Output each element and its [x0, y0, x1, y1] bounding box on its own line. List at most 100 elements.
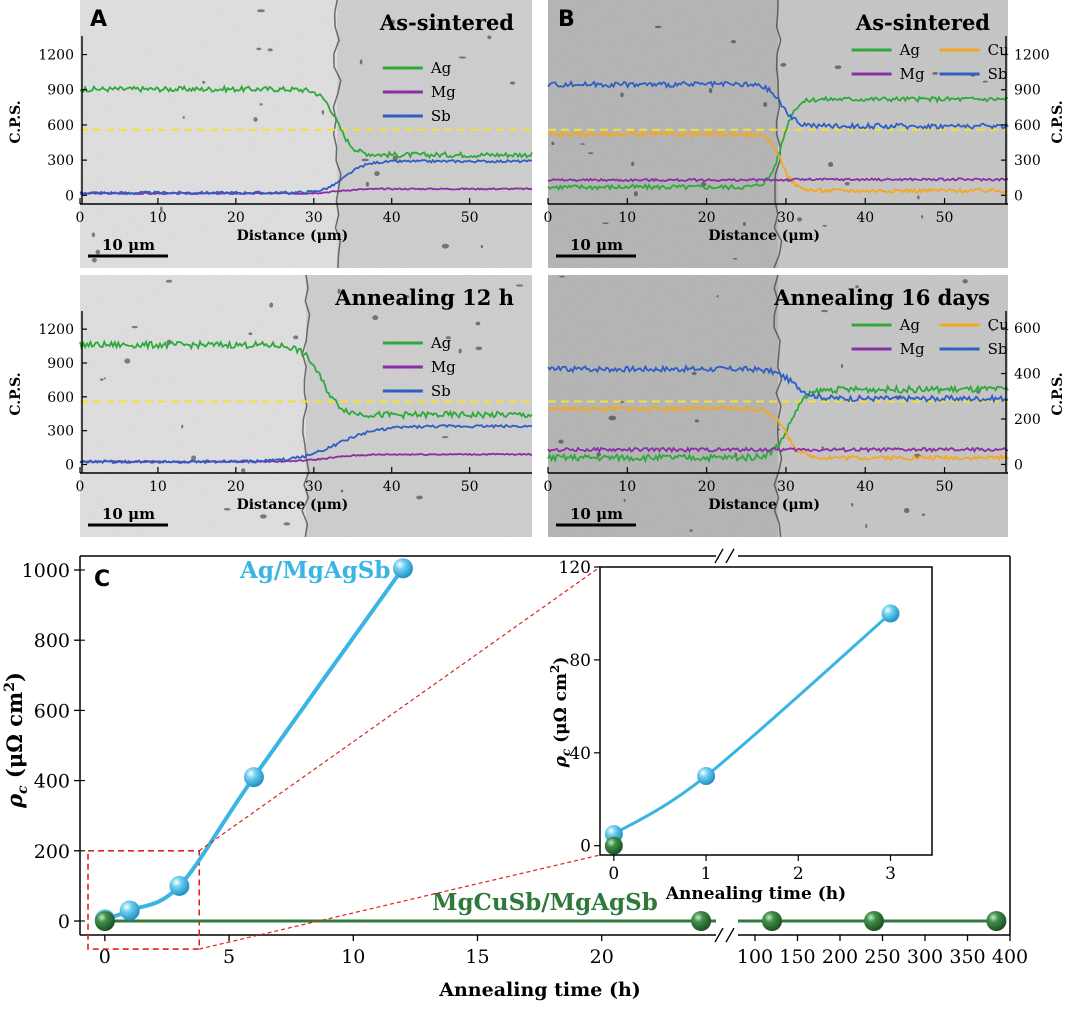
sem-pore [365, 181, 370, 187]
x-tick-label: 10 [149, 210, 167, 226]
x-axis-label: Annealing time (h) [438, 979, 641, 1001]
axis-break-mark [714, 927, 724, 943]
sem-pore [828, 161, 834, 167]
sem-pore [654, 25, 662, 29]
y-tick-label: 0 [1014, 457, 1023, 473]
x-tick-label: 0 [99, 946, 111, 968]
sem-pore [982, 80, 988, 83]
y-axis-label: C.P.S. [1050, 100, 1066, 143]
sem-pore [404, 295, 410, 299]
panel-letter: A [90, 7, 107, 32]
sem-pore [851, 502, 854, 507]
panel-a-as-sintered: 0 300 600 900 1200 C.P.S. 0 10 20 30 40 50 Distance … [8, 0, 533, 269]
legend-label-sb: Sb [988, 65, 1008, 83]
sem-pore [821, 446, 824, 450]
sem-texture [548, 275, 1008, 537]
sem-pore [921, 215, 924, 219]
zoom-region-box [87, 849, 201, 950]
data-point-mgcusb-mgagsb [762, 911, 782, 931]
legend-label-cu: Cu [988, 316, 1009, 334]
y-tick-label: 600 [1014, 321, 1041, 337]
x-tick-label: 10 [618, 479, 636, 495]
sem-pore [633, 191, 638, 197]
legend-label-sb: Sb [988, 340, 1008, 358]
y-label-units: (μΩ cm [2, 692, 27, 786]
sem-interface [773, 274, 783, 538]
y-axis-label: ρc (μΩ cm2) [2, 672, 31, 809]
x-tick-label: 20 [227, 210, 245, 226]
sem-pore [763, 102, 768, 107]
panel-letter: C [94, 567, 110, 592]
sem-pore [458, 56, 467, 59]
series-line-cu [547, 404, 1009, 462]
sem-pore [340, 489, 344, 493]
y-tick-label: 300 [47, 153, 74, 169]
x-tick-label: 50 [461, 210, 479, 226]
sem-pore [181, 424, 184, 429]
sem-pore [256, 47, 262, 51]
y-tick-label: 1000 [22, 560, 70, 582]
y-tick-label: 1200 [38, 48, 74, 64]
sem-pore [95, 249, 101, 255]
x-tick-label: 50 [936, 210, 954, 226]
legend-label-mg: Mg [431, 83, 456, 101]
y-tick-label: 0 [58, 911, 70, 933]
axis-break-mark [725, 927, 735, 943]
sem-pore [441, 436, 449, 439]
sem-pore [159, 206, 163, 212]
x-tick-label: 400 [992, 946, 1028, 968]
inset-y-label-units: (μΩ cm [551, 673, 571, 749]
inset-data-point-mgcusb-mgagsb [604, 836, 623, 855]
series-line-sb [79, 423, 533, 465]
sem-pore [515, 284, 524, 287]
y-label-sup: 2 [2, 682, 18, 692]
panel-title: As-sintered [855, 10, 990, 35]
sem-pore [559, 275, 565, 278]
legend-label-sb: Sb [431, 382, 451, 400]
legend-label-ag: Ag [430, 59, 452, 77]
x-tick-label: 200 [822, 946, 858, 968]
x-axis-label: Distance (μm) [708, 497, 820, 513]
x-tick-label: 20 [227, 479, 245, 495]
y-tick-label: 1200 [1014, 48, 1050, 64]
panel-title: Annealing 12 h [334, 285, 514, 310]
sem-pore [840, 363, 844, 369]
sem-pore [691, 371, 697, 376]
sem-pore [608, 415, 617, 421]
sem-pore [91, 257, 97, 263]
x-tick-label: 150 [779, 946, 815, 968]
y-axis-label: C.P.S. [8, 372, 24, 415]
sem-pore [587, 152, 594, 154]
x-tick-label: 15 [465, 946, 489, 968]
y-tick-label: 800 [34, 630, 70, 652]
series-line-ag [79, 339, 533, 421]
y-tick-label: 600 [47, 118, 74, 134]
inset-x-tick-label: 3 [885, 864, 896, 884]
x-tick-label: 0 [544, 479, 553, 495]
sem-pore [844, 182, 850, 186]
y-tick-label: 600 [47, 390, 74, 406]
x-tick-label: 30 [777, 479, 795, 495]
y-tick-label: 400 [34, 771, 70, 793]
sem-pore [124, 358, 131, 364]
sem-pore [865, 523, 868, 529]
sem-pore [903, 507, 910, 514]
x-tick-label: 30 [305, 479, 323, 495]
sem-pore [416, 495, 423, 500]
sem-pore [580, 143, 586, 145]
data-point-mgcusb-mgagsb [864, 911, 884, 931]
sem-pore [962, 279, 968, 284]
axis-break-mark [714, 548, 724, 564]
scale-bar-label: 10 μm [102, 236, 155, 254]
inset-y-label-sub: c [559, 748, 573, 756]
series-line-cu [547, 130, 1009, 195]
inset-y-label-sup: 2 [548, 665, 562, 673]
sem-pore [558, 439, 564, 444]
x-tick-label: 40 [383, 479, 401, 495]
sem-pore [182, 116, 185, 119]
sem-pore [131, 325, 138, 329]
y-axis-label: C.P.S. [8, 100, 24, 143]
y-tick-label: 600 [34, 700, 70, 722]
legend-label-mg: Mg [900, 65, 925, 83]
y-tick-label: 900 [47, 83, 74, 99]
